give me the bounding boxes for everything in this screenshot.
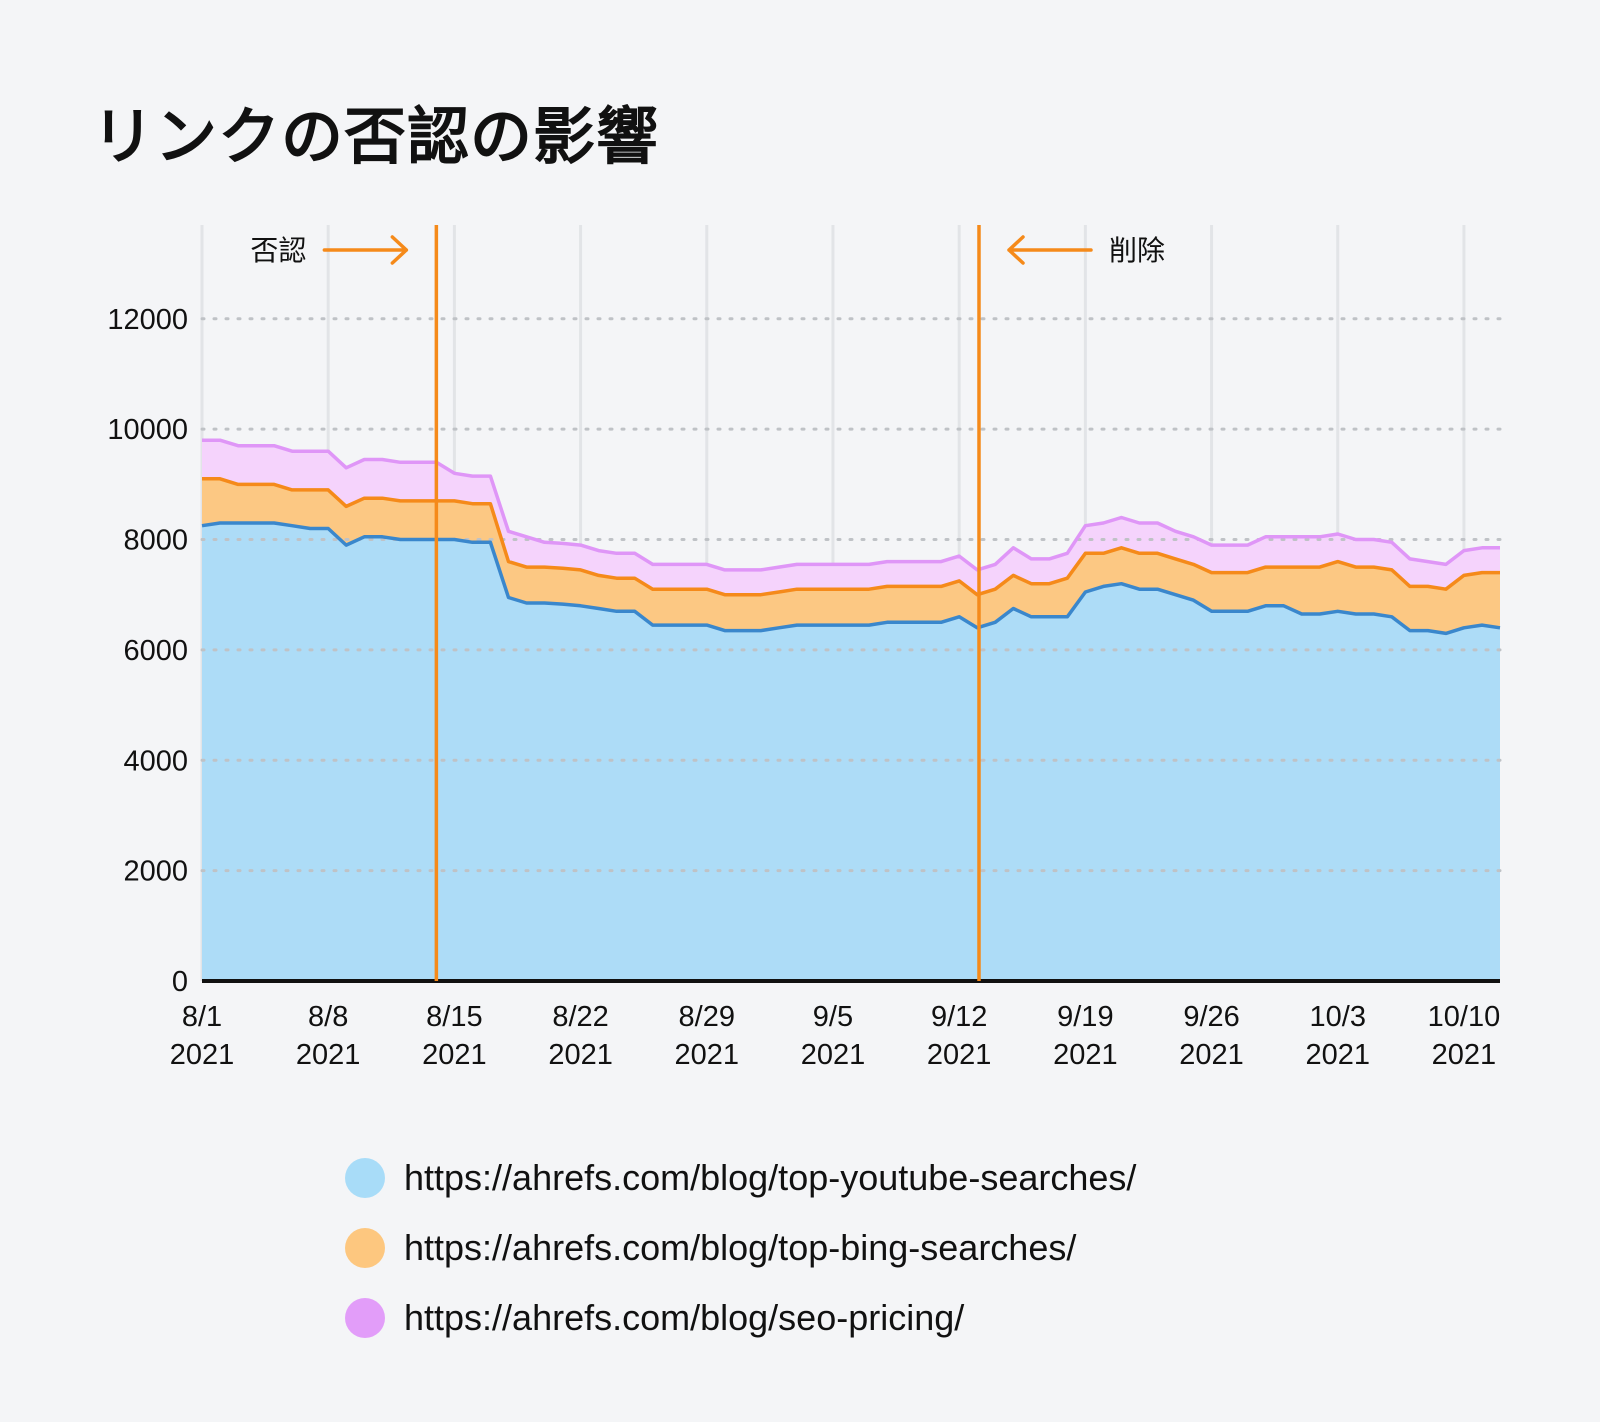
series-line-1 [201,521,1501,636]
annotation-arrow-left [1007,235,1093,265]
y-tick-label: 8000 [123,525,188,557]
x-tick-year: 2021 [675,1039,740,1071]
x-tick-year: 2021 [422,1039,487,1071]
legend-label: https://ahrefs.com/blog/seo-pricing/ [404,1297,965,1338]
legend-item: https://ahrefs.com/blog/top-bing-searche… [345,1213,1136,1283]
legend-swatch [345,1158,385,1198]
x-tick-year: 2021 [296,1039,361,1071]
annotation-label: 否認 [250,235,306,266]
x-tick-year: 2021 [1305,1039,1370,1071]
y-tick-label: 0 [172,966,188,998]
x-tick-label: 10/10 [1428,1001,1501,1033]
x-tick-label: 8/22 [552,1001,608,1033]
x-tick-label: 8/15 [426,1001,482,1033]
x-tick-label: 8/1 [182,1001,222,1033]
annotation-arrow-right [322,235,409,265]
legend-label: https://ahrefs.com/blog/top-bing-searche… [404,1227,1077,1268]
legend-item: https://ahrefs.com/blog/seo-pricing/ [345,1283,1136,1353]
x-tick-label: 10/3 [1310,1001,1366,1033]
x-tick-year: 2021 [548,1039,613,1071]
x-tick-label: 8/29 [679,1001,735,1033]
page-title: リンクの否認の影響 [92,100,660,173]
series-area-1 [202,523,1500,981]
y-tick-label: 12000 [107,304,188,336]
legend-swatch [345,1298,385,1338]
legend-label: https://ahrefs.com/blog/top-youtube-sear… [404,1157,1137,1198]
x-tick-label: 9/5 [813,1001,853,1033]
annotation-label: 削除 [1109,235,1165,266]
stacked-area-chart: 0 2000 4000 6000 8000 10000 12000 8/1 2021 8/8 202… [107,225,1502,1071]
series-line-3 [202,438,1500,572]
x-tick-year: 2021 [927,1039,992,1071]
series-area-3 [202,440,1500,595]
x-tick-label: 9/12 [931,1001,987,1033]
x-tick-year: 2021 [1432,1039,1497,1071]
x-tick-year: 2021 [1053,1039,1118,1071]
x-tick-label: 9/26 [1183,1001,1239,1033]
y-tick-label: 10000 [107,414,188,446]
x-tick-label: 9/19 [1057,1001,1113,1033]
legend-item: https://ahrefs.com/blog/top-youtube-sear… [345,1143,1136,1213]
x-tick-year: 2021 [170,1039,235,1071]
y-tick-label: 2000 [123,856,188,888]
x-tick-year: 2021 [801,1039,866,1071]
x-tick-year: 2021 [1179,1039,1244,1071]
y-tick-label: 4000 [123,745,188,777]
x-tick-label: 8/8 [308,1001,348,1033]
legend: https://ahrefs.com/blog/top-youtube-sear… [345,1143,1136,1353]
series-line-2 [202,477,1500,597]
series-area-2 [202,478,1500,634]
legend-swatch [345,1228,385,1268]
y-tick-label: 6000 [123,635,188,667]
